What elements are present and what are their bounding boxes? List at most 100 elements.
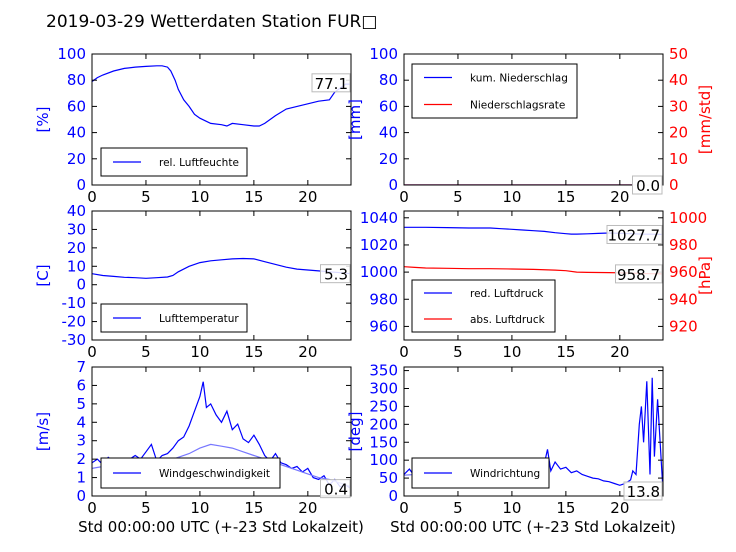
- series-line-windspeed-0: [92, 381, 351, 490]
- x-tick-label: 15: [556, 343, 575, 361]
- y-tick-label: 100: [57, 45, 86, 63]
- y-tick-label: 20: [67, 150, 86, 168]
- x-tick-label: 5: [141, 499, 151, 517]
- y-tick-label: 20: [67, 239, 86, 257]
- last-value-winddir: 13.8: [627, 483, 660, 501]
- y-tick-label: 30: [67, 220, 86, 238]
- legend-label: Lufttemperatur: [159, 313, 239, 325]
- x-tick-label: 5: [453, 188, 463, 206]
- x-tick-label: 20: [610, 188, 629, 206]
- legend-box-pressure: [411, 279, 556, 333]
- plot-frame-windspeed: [91, 366, 352, 497]
- y-tick-label: 0: [388, 176, 398, 194]
- chart-temperature: 0 5 10 15 20-30-20-10010203040[C]Lufttempera…: [34, 202, 352, 361]
- y-axis-label: [m/s]: [34, 412, 52, 451]
- y2-tick-label: 20: [669, 124, 688, 142]
- y-tick-label: 6: [76, 376, 86, 394]
- last-value-temperature: 5.3: [324, 266, 348, 284]
- chart-precip: 0 5 10 15 20 0 20 40 60 80 100 0 10 20 30 40 50 [mm] [mm/s…: [346, 45, 714, 206]
- last-value2-pressure: 958.7: [617, 266, 660, 284]
- last-value-pressure-box: [606, 224, 663, 244]
- y-tick-label: -10: [62, 294, 87, 312]
- x-tick-label: 10: [502, 343, 521, 361]
- x-tick-label: 5: [141, 188, 151, 206]
- last-value-winddir-box: [623, 481, 663, 501]
- legend-label: red. Luftdruck: [470, 288, 544, 300]
- y2-tick-label: 980: [669, 236, 698, 254]
- y-tick-label: 0: [76, 176, 86, 194]
- plot-frame-precip: [403, 53, 664, 186]
- y-tick-label: 60: [67, 97, 86, 115]
- x-tick-label: 0: [87, 499, 97, 517]
- x-tick-label: 0: [399, 343, 409, 361]
- x-tick-label: 20: [298, 343, 317, 361]
- last-value-pressure: 1027.7: [608, 226, 661, 244]
- y-tick-label: 40: [67, 124, 86, 142]
- y-tick-label: 150: [369, 433, 398, 451]
- y-tick-label: 7: [76, 358, 86, 376]
- y-tick-label: -20: [62, 313, 87, 331]
- y-axis-label: [%]: [34, 107, 52, 133]
- y-tick-label: 1040: [360, 209, 398, 227]
- series-line-temperature-0: [92, 257, 351, 279]
- x-tick-label: 15: [556, 188, 575, 206]
- x-tick-label: 0: [87, 188, 97, 206]
- x-tick-label: 10: [190, 188, 209, 206]
- series-line-humidity-0: [92, 65, 351, 127]
- y-tick-label: 300: [369, 380, 398, 398]
- x-tick-label: 10: [190, 343, 209, 361]
- last-value-windspeed: 0.4: [324, 481, 348, 499]
- x-tick-label: 0: [399, 499, 409, 517]
- y-tick-label: 1: [76, 469, 86, 487]
- x-tick-label: 10: [502, 499, 521, 517]
- chart-humidity: 0 5 10 15 20 0 20 40 60 80 100 [%] rel. Luftfeuchte 7…: [34, 45, 352, 206]
- chart-winddir: 0 5 10 15 20050100150200250300350[deg]Windri…: [346, 362, 664, 517]
- y2-tick-label: 10: [669, 150, 688, 168]
- y-axis-label: [mm]: [346, 99, 364, 140]
- y2-tick-label: 40: [669, 71, 688, 89]
- legend-label: kum. Niederschlag: [470, 73, 568, 85]
- y-tick-label: 1020: [360, 236, 398, 254]
- y-tick-label: 0: [76, 487, 86, 505]
- x-tick-label: 20: [610, 343, 629, 361]
- figure-title: 2019-03-29 Wetterdaten Station FUR□: [46, 12, 377, 32]
- legend-label: rel. Luftfeuchte: [159, 157, 239, 169]
- x-tick-label: 5: [453, 499, 463, 517]
- y2-tick-label: 920: [669, 317, 698, 335]
- y-tick-label: 980: [369, 290, 398, 308]
- y-tick-label: 40: [67, 202, 86, 220]
- y-tick-label: 960: [369, 317, 398, 335]
- y2-tick-label: 0: [669, 176, 679, 194]
- plot-frame-pressure: [403, 210, 664, 341]
- y2-axis-label: [hPa]: [696, 256, 714, 295]
- y2-tick-label: 1000: [669, 209, 707, 227]
- chart-windspeed: 0 5 10 15 2001234567[m/s]Windgeschwindigkeit…: [34, 358, 352, 517]
- y-tick-label: 50: [379, 469, 398, 487]
- y2-tick-label: 960: [669, 263, 698, 281]
- x-axis-label-right: Std 00:00:00 UTC (+-23 Std Lokalzeit): [390, 518, 676, 536]
- x-tick-label: 15: [244, 343, 263, 361]
- y2-tick-label: 940: [669, 290, 698, 308]
- x-tick-label: 20: [298, 188, 317, 206]
- last-value-temperature-box: [320, 264, 351, 284]
- y-tick-label: 250: [369, 397, 398, 415]
- x-tick-label: 20: [298, 499, 317, 517]
- y-tick-label: 20: [379, 150, 398, 168]
- plot-frame-temperature: [91, 210, 352, 341]
- last-value2-precip-box: [632, 175, 663, 195]
- x-tick-label: 5: [141, 343, 151, 361]
- y-tick-label: 2: [76, 450, 86, 468]
- y-tick-label: 1000: [360, 263, 398, 281]
- y-tick-label: 3: [76, 432, 86, 450]
- y-tick-label: 100: [369, 451, 398, 469]
- y2-tick-label: 50: [669, 45, 688, 63]
- y2-tick-label: 30: [669, 97, 688, 115]
- legend-label: Niederschlagsrate: [470, 100, 565, 112]
- y-tick-label: 60: [379, 97, 398, 115]
- last-value-windspeed-box: [320, 479, 351, 499]
- y-tick-label: 40: [379, 124, 398, 142]
- y-tick-label: -30: [62, 331, 87, 349]
- y-tick-label: 200: [369, 415, 398, 433]
- x-tick-label: 15: [244, 188, 263, 206]
